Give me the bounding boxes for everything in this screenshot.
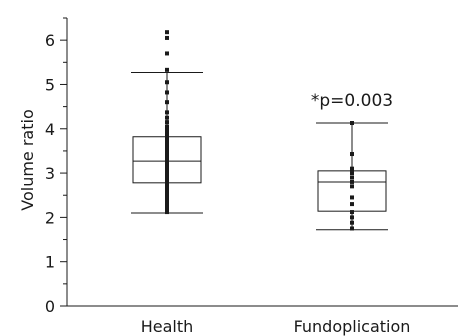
data-point-health-30 [165, 143, 169, 148]
data-point-health-10 [165, 188, 169, 193]
data-point-health-4 [165, 205, 169, 210]
data-point-health-42 [165, 90, 169, 95]
data-point-health-44 [165, 67, 169, 72]
y-tick-label-6: 6 [45, 31, 55, 50]
data-point-health-6 [165, 200, 169, 205]
y-tick-label-0: 0 [45, 297, 55, 316]
data-point-fundoplication-6 [350, 195, 354, 200]
y-tick-label-3: 3 [45, 164, 55, 183]
data-point-health-19 [165, 167, 169, 172]
data-point-health-16 [165, 174, 169, 179]
data-point-health-46 [165, 35, 169, 40]
data-point-health-34 [165, 133, 169, 138]
box-fundoplication [316, 121, 388, 231]
data-point-health-35 [165, 131, 169, 136]
data-point-health-7 [165, 197, 169, 202]
axes: 0 1 2 3 4 5 6 [45, 17, 458, 316]
data-point-health-40 [165, 110, 169, 115]
boxes [131, 30, 388, 231]
data-point-fundoplication-7 [350, 184, 354, 189]
data-point-fundoplication-3 [350, 215, 354, 220]
data-point-health-8 [165, 194, 169, 199]
data-point-health-45 [165, 51, 169, 56]
data-point-health-43 [165, 80, 169, 85]
data-point-health-47 [165, 30, 169, 35]
data-point-health-36 [165, 128, 169, 133]
data-point-fundoplication-2 [350, 220, 354, 225]
data-point-health-27 [165, 150, 169, 155]
data-point-health-25 [165, 154, 169, 159]
x-category-label-fundoplication: Fundoplication [294, 317, 411, 336]
data-point-health-32 [165, 139, 169, 144]
data-point-fundoplication-10 [350, 171, 354, 176]
y-tick-label-1: 1 [45, 253, 55, 272]
data-point-health-24 [165, 156, 169, 161]
data-point-health-41 [165, 100, 169, 105]
data-point-health-33 [165, 136, 169, 141]
data-point-fundoplication-12 [350, 152, 354, 157]
data-point-health-9 [165, 191, 169, 196]
data-point-health-21 [165, 163, 169, 168]
y-tick-label-2: 2 [45, 208, 55, 227]
y-tick-label-5: 5 [45, 75, 55, 94]
category-labels: Health Fundoplication [141, 317, 411, 336]
data-point-health-15 [165, 176, 169, 181]
data-point-health-17 [165, 172, 169, 177]
box-health [131, 30, 203, 215]
data-point-health-37 [165, 124, 169, 129]
y-axis-label: Volume ratio [18, 109, 37, 210]
data-point-health-14 [165, 179, 169, 184]
data-point-health-28 [165, 148, 169, 153]
x-category-label-health: Health [141, 317, 194, 336]
data-point-health-13 [165, 181, 169, 186]
data-point-health-22 [165, 161, 169, 166]
data-point-fundoplication-4 [350, 210, 354, 215]
data-point-fundoplication-11 [350, 166, 354, 171]
data-point-health-39 [165, 115, 169, 120]
y-tick-label-4: 4 [45, 120, 55, 139]
data-point-health-5 [165, 202, 169, 207]
p-value-annotation: *p=0.003 [311, 91, 393, 111]
data-point-fundoplication-13 [350, 121, 354, 126]
data-point-health-31 [165, 141, 169, 146]
data-point-health-23 [165, 159, 169, 164]
data-point-health-12 [165, 183, 169, 188]
data-point-fundoplication-8 [350, 179, 354, 184]
data-point-health-38 [165, 120, 169, 125]
data-point-health-29 [165, 145, 169, 150]
data-point-health-26 [165, 152, 169, 157]
data-point-health-11 [165, 186, 169, 191]
y-ticks: 0 1 2 3 4 5 6 [45, 17, 67, 316]
data-point-fundoplication-1 [350, 226, 354, 231]
data-point-fundoplication-5 [350, 202, 354, 207]
data-point-health-18 [165, 170, 169, 175]
data-point-fundoplication-9 [350, 175, 354, 180]
data-point-health-20 [165, 165, 169, 170]
